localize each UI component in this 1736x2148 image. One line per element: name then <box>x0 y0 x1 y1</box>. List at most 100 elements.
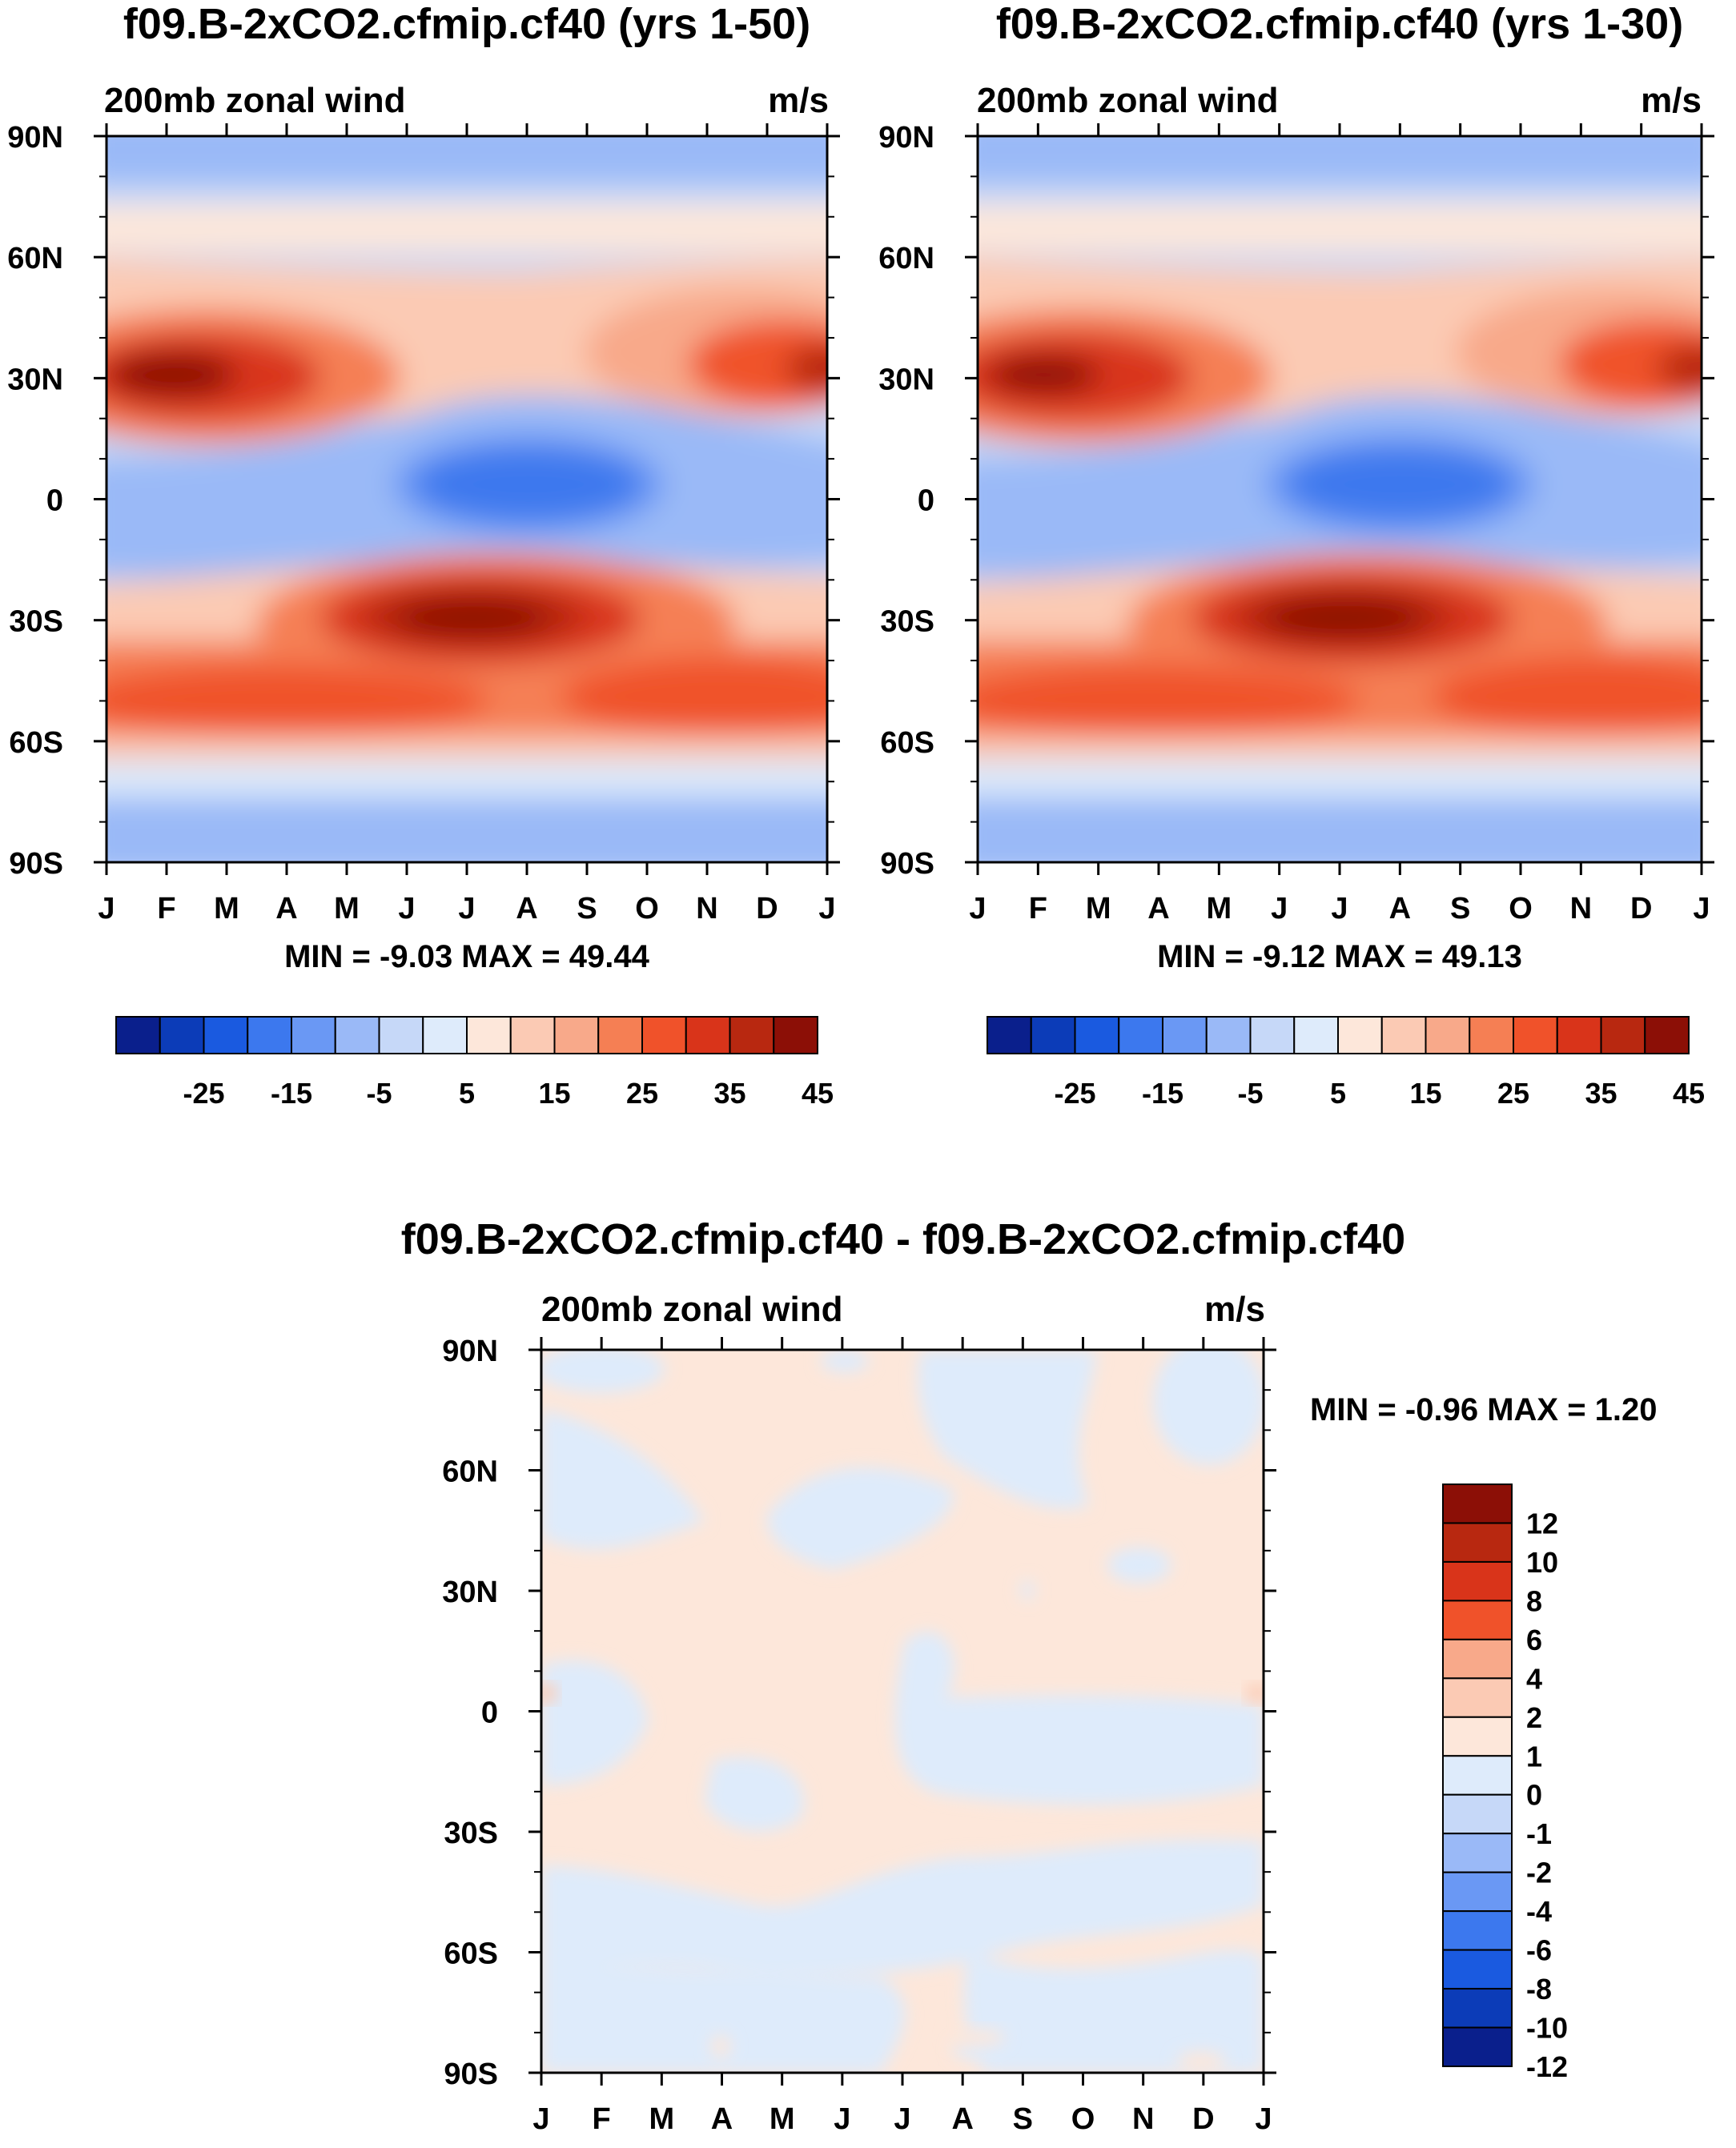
panel-c-x-tick-label: J <box>1255 2102 1272 2136</box>
panel-a-x-tick-label: J <box>818 892 835 925</box>
panel-a-variable-label: 200mb zonal wind <box>104 81 406 120</box>
panel-c-colorbar-label: -12 <box>1526 2050 1568 2083</box>
panel-a-y-tick-label: 60N <box>7 242 63 275</box>
panel-b-x-tick-label: O <box>1509 892 1533 925</box>
panel-b-colorbar-label: 25 <box>1497 1077 1529 1110</box>
panel-a-colorbar-box <box>597 1016 643 1054</box>
panel-b-colorbar-box <box>1513 1016 1558 1054</box>
panel-c-colorbar-box <box>1442 1755 1513 1796</box>
panel-b-x-tick-label: N <box>1570 892 1592 925</box>
panel-b-colorbar-box <box>1600 1016 1646 1054</box>
panel-b-x-tick-label: A <box>1389 892 1411 925</box>
panel-a-colorbar-box <box>641 1016 687 1054</box>
panel-a-colorbar-box <box>509 1016 556 1054</box>
panel-c-colorbar-label: -8 <box>1526 1973 1552 2005</box>
panel-b-colorbar-box <box>987 1016 1032 1054</box>
panel-c-colorbar-label: -6 <box>1526 1934 1552 1967</box>
panel-a: f09.B-2xCO2.cfmip.cf40 (yrs 1-50) 200mb … <box>7 0 840 1110</box>
panel-c-units-label: m/s <box>1204 1290 1265 1329</box>
panel-a-colorbar-box <box>334 1016 380 1054</box>
panel-a-x-tick-label: F <box>157 892 175 925</box>
panel-b-x-tick-label: M <box>1207 892 1232 925</box>
panel-c-x-tick-label: A <box>711 2102 733 2136</box>
panel-b-colorbar-label: 45 <box>1673 1077 1705 1110</box>
panel-c-colorbar-box <box>1442 1600 1513 1640</box>
panel-b-x-tick-label: J <box>1693 892 1710 925</box>
panel-b-colorbar-label: 35 <box>1585 1077 1617 1110</box>
panel-b-colorbar-box <box>1074 1016 1120 1054</box>
panel-c-colorbar-box <box>1442 1871 1513 1913</box>
panel-a-colorbar-box <box>247 1016 292 1054</box>
panel-a-x-tick-label: J <box>398 892 415 925</box>
panel-c-y-tick-label: 90S <box>444 2058 498 2091</box>
panel-b-y-tick-label: 30N <box>878 363 934 396</box>
panel-c-colorbar-label: 4 <box>1526 1662 1542 1695</box>
panel-c-colorbar-label: -10 <box>1526 2012 1568 2045</box>
panel-c-colorbar-label: -4 <box>1526 1895 1552 1928</box>
panel-b-colorbar-label: 15 <box>1409 1077 1441 1110</box>
panel-a-x-tick-label: S <box>577 892 597 925</box>
panel-a-colorbar-box <box>159 1016 205 1054</box>
panel-c-colorbar-box <box>1442 1560 1513 1602</box>
panel-c-colorbar-label: 10 <box>1526 1546 1558 1579</box>
panel-b-y-tick-label: 90S <box>880 847 934 881</box>
panel-a-colorbar-box <box>466 1016 512 1054</box>
panel-b-colorbar-box <box>1380 1016 1427 1054</box>
panel-a-y-tick-label: 90S <box>9 847 63 881</box>
panel-c-x-tick-label: O <box>1071 2102 1095 2136</box>
panel-a-colorbar-label: -15 <box>271 1077 312 1110</box>
panel-c-colorbar-label: -2 <box>1526 1857 1552 1889</box>
panel-a-colorbar-box <box>422 1016 468 1054</box>
panel-a-x-tick-label: J <box>458 892 475 925</box>
panel-b-x-tick-label: J <box>1331 892 1348 925</box>
panel-c-colorbar-box <box>1442 1793 1513 1835</box>
panel-b-colorbar-box <box>1118 1016 1163 1054</box>
panel-a-colorbar-label: 25 <box>626 1077 658 1110</box>
panel-b-y-tick-label: 60S <box>880 726 934 760</box>
panel-b-y-tick-label: 60N <box>878 242 934 275</box>
panel-a-x-tick-label: M <box>214 892 239 925</box>
panel-c-field <box>541 1350 1264 2073</box>
panel-b-y-tick-label: 30S <box>880 605 934 639</box>
panel-a-colorbar-box <box>773 1016 818 1054</box>
panel-c-colorbar-box <box>1442 1716 1513 1757</box>
panel-a-y-tick-label: 0 <box>46 484 63 518</box>
panel-b-colorbar-box <box>1425 1016 1471 1054</box>
panel-a-colorbar-box <box>685 1016 731 1054</box>
panel-b-colorbar-label: -5 <box>1237 1077 1263 1110</box>
panel-c-y-tick-label: 60S <box>444 1937 498 1971</box>
panel-a-x-tick-label: O <box>635 892 659 925</box>
panel-a-colorbar-label: 15 <box>538 1077 570 1110</box>
panel-b-x-tick-label: J <box>969 892 986 925</box>
panel-c-variable-label: 200mb zonal wind <box>541 1290 843 1329</box>
panel-c-x-tick-label: J <box>532 2102 549 2136</box>
panel-c-x-tick-label: J <box>894 2102 910 2136</box>
panel-b-x-tick-label: M <box>1086 892 1111 925</box>
panel-c: f09.B-2xCO2.cfmip.cf40 - f09.B-2xCO2.cfm… <box>401 1215 1658 2136</box>
panel-a-colorbar-box <box>203 1016 249 1054</box>
panel-c-colorbar-box <box>1442 1522 1513 1563</box>
panel-a-field <box>106 136 827 862</box>
panel-c-colorbar-label: 0 <box>1526 1779 1542 1812</box>
panel-b-colorbar-box <box>1337 1016 1383 1054</box>
panel-a-title: f09.B-2xCO2.cfmip.cf40 (yrs 1-50) <box>123 0 810 48</box>
panel-c-y-tick-label: 60N <box>442 1455 498 1489</box>
panel-c-x-tick-label: J <box>834 2102 850 2136</box>
panel-b-colorbar-box <box>1293 1016 1339 1054</box>
panel-b-colorbar-box <box>1030 1016 1076 1054</box>
panel-c-colorbar-label: 2 <box>1526 1701 1542 1734</box>
panel-a-y-tick-label: 60S <box>9 726 63 760</box>
panel-b-x-tick-label: S <box>1450 892 1470 925</box>
panel-b-colorbar-label: -15 <box>1142 1077 1183 1110</box>
panel-c-colorbar-box <box>1442 1484 1513 1524</box>
panel-a-colorbar-box <box>291 1016 336 1054</box>
panel-b-colorbar-box <box>1556 1016 1602 1054</box>
panel-a-colorbar-label: 45 <box>802 1077 834 1110</box>
panel-b-y-tick-label: 0 <box>918 484 934 518</box>
panel-b-y-tick-label: 90N <box>878 121 934 155</box>
panel-c-y-tick-label: 30S <box>444 1817 498 1850</box>
panel-a-units-label: m/s <box>768 81 829 120</box>
panel-c-colorbar-label: 12 <box>1526 1507 1558 1540</box>
panel-b-field <box>978 136 1702 862</box>
